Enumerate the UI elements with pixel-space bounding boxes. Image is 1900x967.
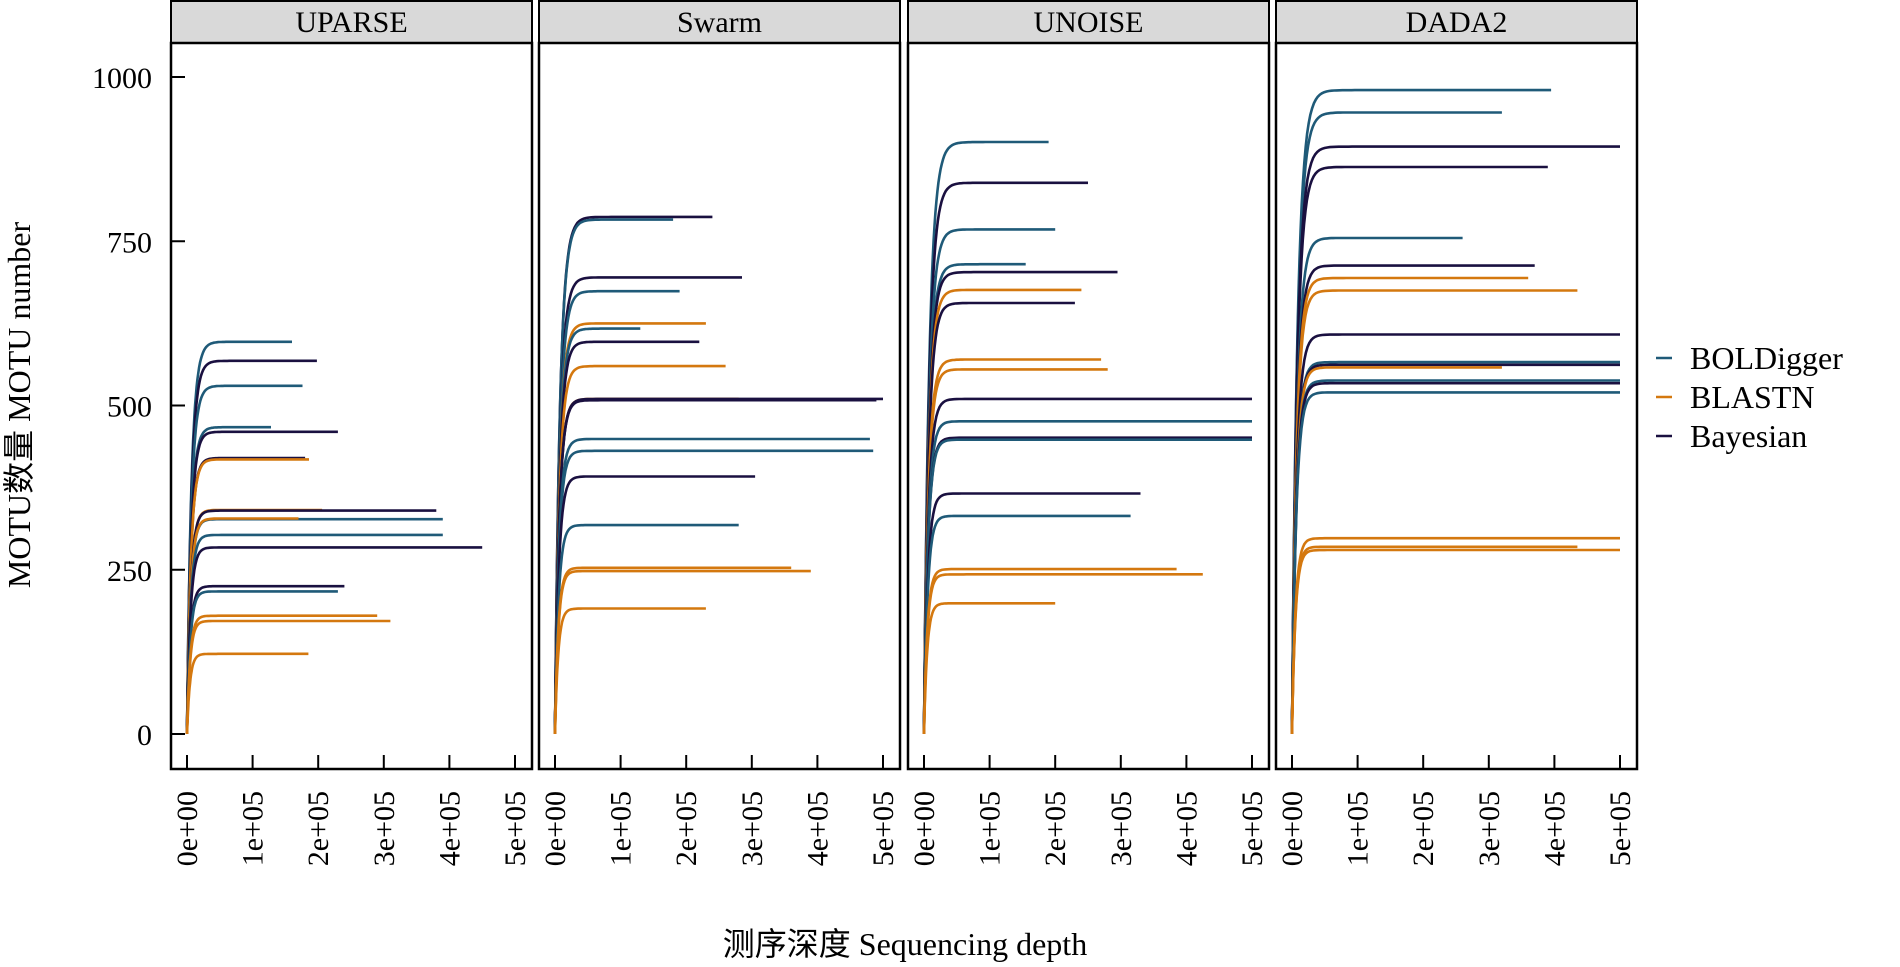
curves: [553, 215, 883, 734]
legend-label: BOLDigger: [1690, 340, 1843, 376]
curve-blastn: [553, 569, 811, 734]
x-tick-label: 4e+05: [1538, 791, 1571, 866]
curve-boldigger: [922, 514, 1131, 734]
x-tick-label: 0e+00: [908, 791, 941, 866]
curve-blastn: [1290, 548, 1620, 734]
x-tick-label: 3e+05: [368, 791, 401, 866]
facet-strip: [907, 0, 1270, 44]
facet-strip: [538, 0, 901, 44]
curve-blastn: [553, 607, 706, 734]
x-tick-label: 2e+05: [670, 791, 703, 866]
curve-bayesian: [185, 546, 483, 734]
facet-strip: [170, 0, 533, 44]
curve-boldigger: [553, 449, 874, 734]
y-axis-title: MOTU数量 MOTU number: [1, 222, 37, 589]
x-tick-label: 5e+05: [867, 791, 900, 866]
panel-frame: [1274, 41, 1639, 771]
x-tick-label: 1e+05: [1342, 791, 1375, 866]
y-tick-label: 0: [137, 719, 152, 752]
legend-label: BLASTN: [1690, 379, 1814, 415]
x-tick-label: 3e+05: [1473, 791, 1506, 866]
panel-unoise: UNOISE 0e+00 1e+05 2e+05 3e+05 4e+05 5e+05: [906, 0, 1271, 866]
curves: [185, 340, 483, 734]
facet-strip-label: UPARSE: [295, 6, 407, 39]
x-tick-label: 4e+05: [1170, 791, 1203, 866]
facet-strip-label: UNOISE: [1034, 6, 1144, 39]
x-tick-label: 3e+05: [1105, 791, 1138, 866]
y-tick-label: 750: [107, 226, 152, 259]
x-tick-label: 3e+05: [736, 791, 769, 866]
panel-frame: [537, 41, 902, 771]
facet-strip-label: Swarm: [677, 6, 762, 39]
y-tick-label: 250: [107, 555, 152, 588]
curve-bayesian: [553, 398, 877, 734]
x-tick-label: 5e+05: [1236, 791, 1269, 866]
x-tick-label: 2e+05: [302, 791, 335, 866]
x-tick-label: 4e+05: [433, 791, 466, 866]
x-tick-label: 2e+05: [1407, 791, 1440, 866]
curve-blastn: [922, 573, 1203, 734]
y-axis: 0 250 500 750 1000: [92, 62, 185, 752]
x-tick-label: 1e+05: [237, 791, 270, 866]
panel-uparse: UPARSE 0e+00 1e+05 2e+05 3e+05 4e+05 5e+05: [169, 0, 534, 866]
facet-strip: [1275, 0, 1638, 44]
curve-bayesian: [553, 475, 756, 734]
curves: [922, 140, 1252, 734]
panel-frame: [906, 41, 1271, 771]
curve-boldigger: [1290, 391, 1620, 734]
x-tick-label: 1e+05: [605, 791, 638, 866]
y-tick-label: 500: [107, 391, 152, 424]
curves: [1290, 88, 1620, 734]
curve-blastn: [922, 602, 1056, 734]
curve-blastn: [185, 652, 309, 734]
x-tick-label: 0e+00: [1276, 791, 1309, 866]
x-tick-label: 1e+05: [974, 791, 1007, 866]
x-tick-label: 5e+05: [1604, 791, 1637, 866]
x-tick-label: 2e+05: [1039, 791, 1072, 866]
x-tick-label: 0e+00: [539, 791, 572, 866]
curve-boldigger: [922, 438, 1252, 734]
x-tick-label: 5e+05: [499, 791, 532, 866]
facet-strip-label: DADA2: [1406, 6, 1508, 39]
curve-blastn: [185, 619, 391, 734]
y-tick-label: 1000: [92, 62, 152, 95]
panel-swarm: Swarm 0e+00 1e+05 2e+05 3e+05 4e+05 5e+05: [537, 0, 902, 866]
x-axis-title: 测序深度 Sequencing depth: [723, 926, 1087, 962]
x-tick-label: 4e+05: [801, 791, 834, 866]
panel-frame: [169, 41, 534, 771]
curve-boldigger: [553, 523, 739, 734]
legend-label: Bayesian: [1690, 418, 1807, 454]
panel-dada2: DADA2 0e+00 1e+05 2e+05 3e+05 4e+05 5e+05: [1274, 0, 1639, 866]
x-tick-label: 0e+00: [171, 791, 204, 866]
